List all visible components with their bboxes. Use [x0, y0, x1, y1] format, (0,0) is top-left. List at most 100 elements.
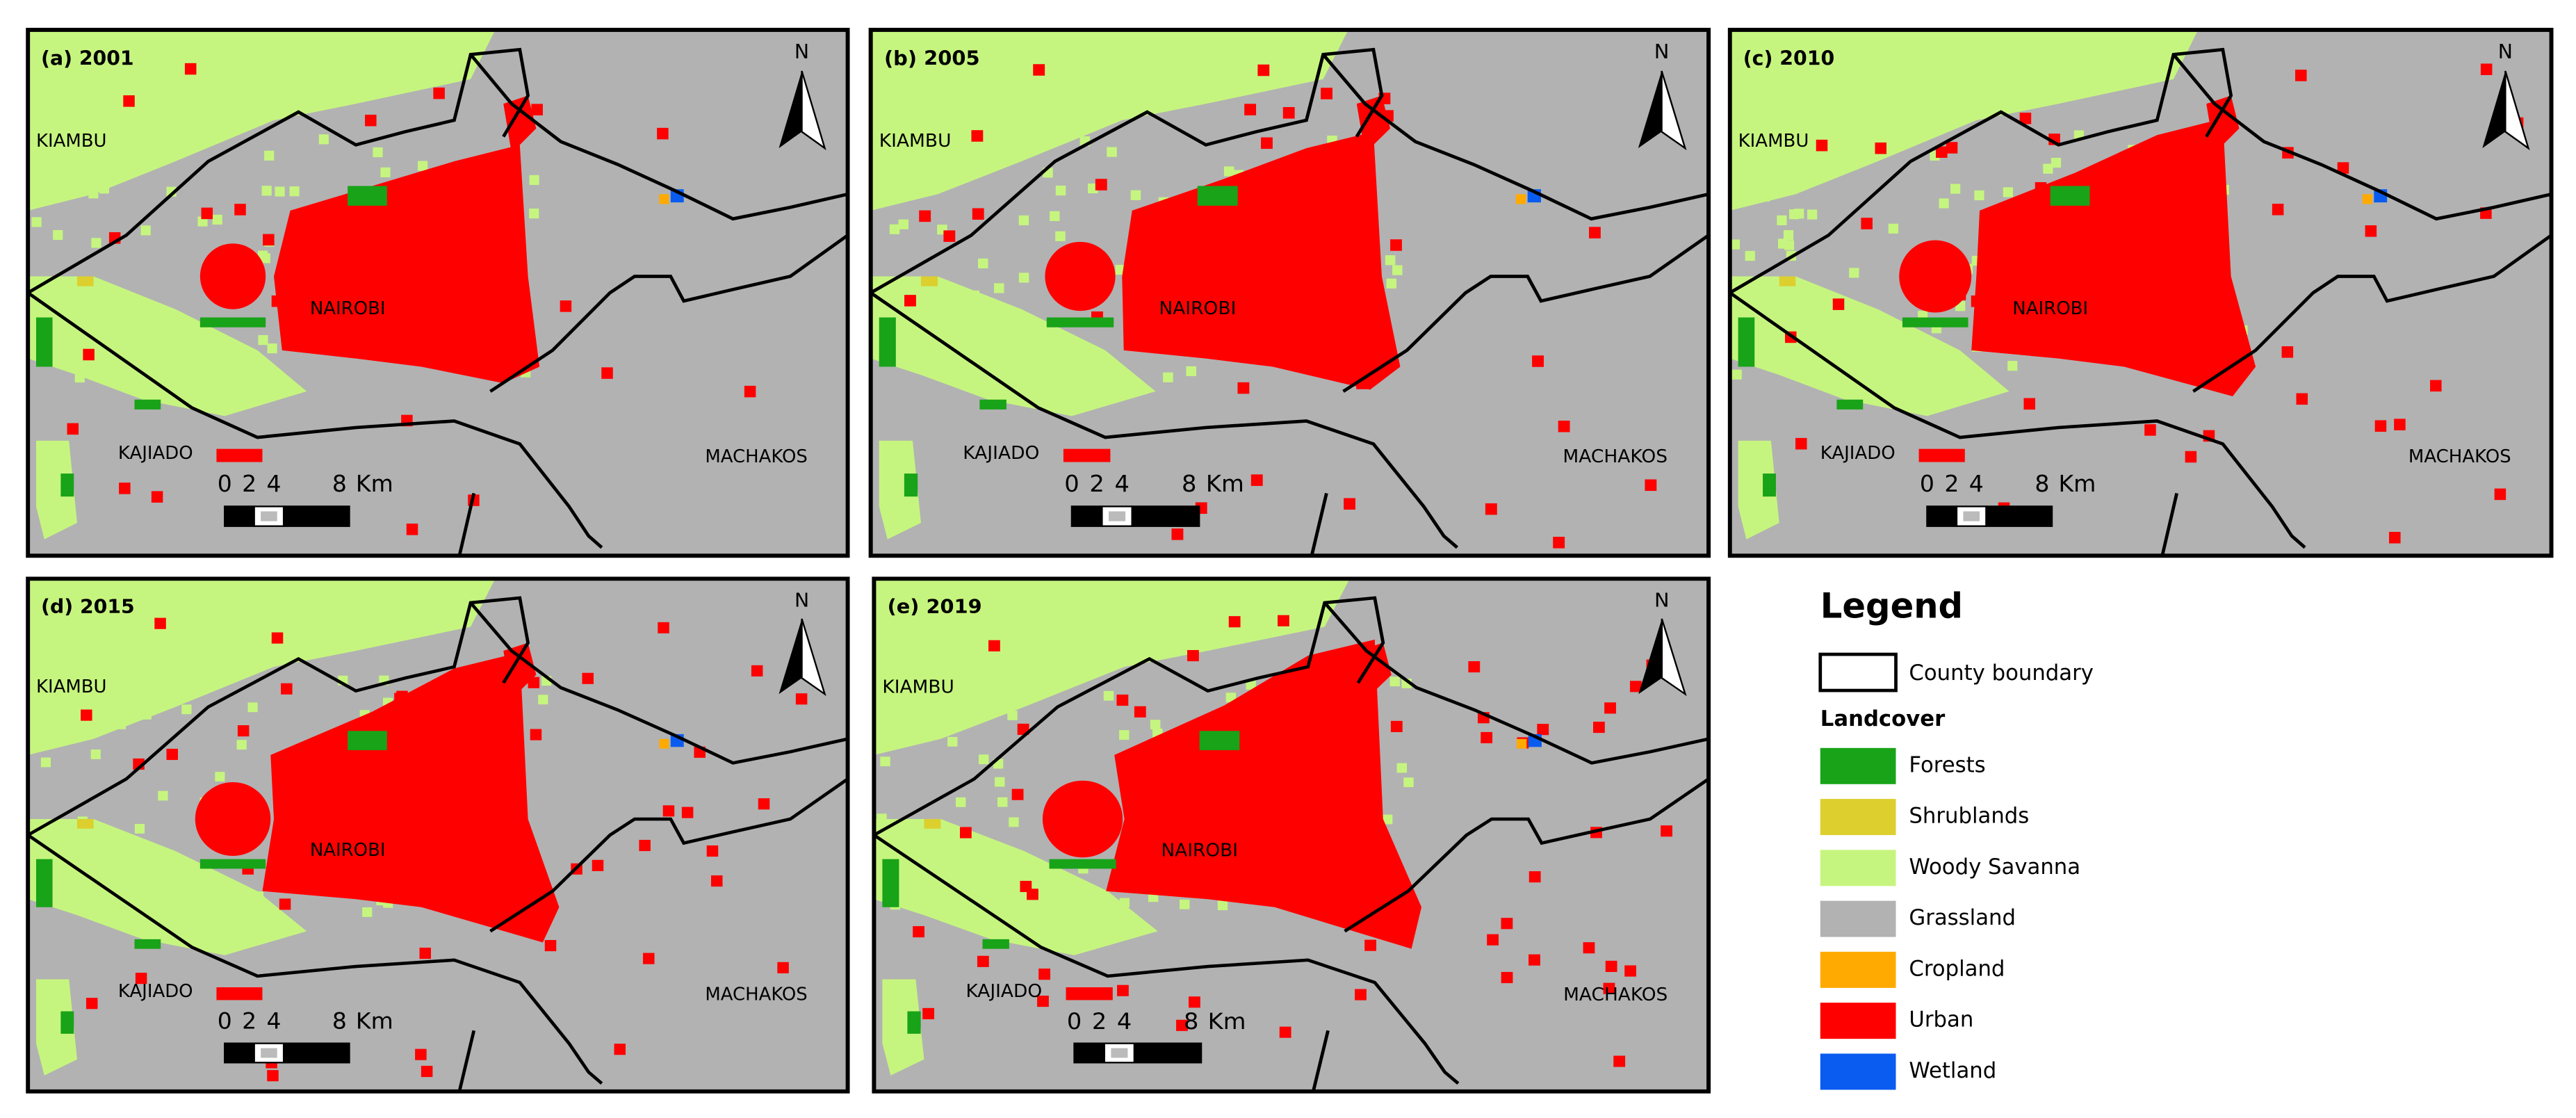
map-panel: (d) 2015 KIAMBU NAIROBI KAJIADO MACHAKOS N 0 2 4…: [26, 576, 850, 1094]
woody-savanna: [882, 979, 924, 1076]
map-body: [874, 578, 1709, 1092]
savanna-speck: [997, 797, 1008, 807]
north-label: N: [794, 40, 809, 63]
crop-patch: [659, 738, 669, 749]
urban-speck: [2019, 113, 2032, 124]
urban-speck: [662, 805, 675, 817]
urban-speck: [1487, 934, 1499, 946]
urban-speck: [1250, 474, 1263, 486]
urban-area: [262, 652, 560, 943]
urban-speck: [1861, 218, 1873, 229]
scale-label: 4: [1969, 470, 1984, 497]
urban-speck: [2394, 419, 2406, 430]
urban-area: [1106, 639, 1422, 949]
forest-patch: [1199, 731, 1240, 750]
scale-bar: [1070, 505, 1103, 527]
savanna-speck: [98, 870, 108, 881]
urban-speck: [419, 948, 432, 959]
forest-patch: [879, 317, 896, 367]
urban-speck: [1237, 382, 1250, 394]
urban-speck: [488, 695, 500, 707]
savanna-speck: [1119, 730, 1130, 740]
savanna-speck: [1018, 273, 1029, 283]
savanna-speck: [1807, 209, 1818, 220]
urban-speck: [1918, 448, 1965, 462]
savanna-speck: [1047, 135, 1059, 145]
savanna-speck: [955, 797, 966, 807]
legend-label: Shrublands: [1909, 804, 2029, 829]
urban-speck: [2295, 70, 2307, 81]
urban-speck: [1343, 165, 1355, 177]
urban-speck: [421, 260, 433, 272]
savanna-speck: [1075, 362, 1086, 372]
urban-speck: [1605, 960, 1617, 972]
urban-speck: [1358, 642, 1392, 699]
urban-speck: [2117, 273, 2129, 284]
urban-speck: [639, 839, 651, 852]
savanna-speck: [1856, 362, 1866, 373]
urban-speck: [2206, 95, 2240, 154]
panel-frame: [26, 576, 850, 1094]
urban-speck: [459, 264, 471, 275]
county-boundary: [469, 53, 848, 221]
legend-title: Legend: [1820, 585, 1963, 626]
urban-speck: [658, 622, 669, 633]
savanna-speck: [258, 335, 268, 346]
savanna-speck: [912, 728, 922, 738]
savanna-speck: [1856, 306, 1866, 317]
savanna-speck: [1055, 231, 1066, 241]
place-label: NAIROBI: [310, 298, 386, 319]
legend-swatch: [1820, 1003, 1896, 1039]
north-arrow: [1661, 70, 1687, 151]
county-boundary: [870, 291, 1459, 549]
north-arrow: [801, 618, 826, 697]
savanna-speck: [264, 150, 275, 161]
urban-speck: [2144, 424, 2156, 436]
county-boundary: [1310, 492, 1328, 556]
urban-speck: [67, 423, 79, 435]
county-boundary: [2160, 492, 2178, 556]
urban-speck: [1529, 871, 1541, 883]
scale-bar: [224, 1042, 255, 1064]
savanna-speck: [2007, 361, 2018, 371]
county-boundary: [469, 601, 848, 765]
urban-speck: [1529, 954, 1540, 966]
county-boundary: [1344, 777, 1709, 933]
urban-speck: [392, 242, 404, 254]
map-body: [870, 29, 1709, 556]
county-boundary: [1342, 234, 1709, 393]
north-arrow: [2482, 71, 2506, 149]
legend-label: Forests: [1909, 752, 1985, 777]
urban-speck: [503, 642, 537, 699]
urban-speck: [433, 87, 445, 99]
panel-frame: [872, 576, 1711, 1094]
place-label: NAIROBI: [1161, 841, 1238, 861]
savanna-speck: [215, 772, 225, 782]
urban-speck: [1257, 64, 1270, 76]
north-arrow: [2504, 70, 2530, 151]
north-arrow: [1661, 618, 1687, 697]
urban-speck: [1468, 661, 1481, 673]
savanna-speck: [70, 357, 80, 367]
savanna-speck: [115, 719, 126, 729]
place-label: KAJIADO: [118, 443, 193, 464]
savanna-speck: [253, 896, 263, 906]
urban-speck: [1244, 104, 1257, 115]
urban-speck: [1603, 982, 1615, 994]
savanna-speck: [1163, 372, 1173, 382]
scale-label: 8: [2035, 470, 2049, 497]
urban-speck: [1261, 137, 1273, 149]
savanna-speck: [93, 323, 104, 334]
urban-speck: [2389, 531, 2401, 544]
panel-label: (d) 2015: [41, 595, 135, 618]
savanna-speck: [529, 175, 539, 185]
legend-label: Wetland: [1909, 1058, 1996, 1083]
savanna-speck: [40, 166, 51, 177]
savanna-speck: [1385, 255, 1396, 266]
savanna-speck: [153, 346, 163, 357]
urban-speck: [1553, 537, 1565, 549]
scale-bar: [261, 511, 277, 521]
scale-label: 8: [332, 470, 347, 497]
urban-speck: [471, 837, 483, 849]
urban-speck: [85, 998, 98, 1010]
